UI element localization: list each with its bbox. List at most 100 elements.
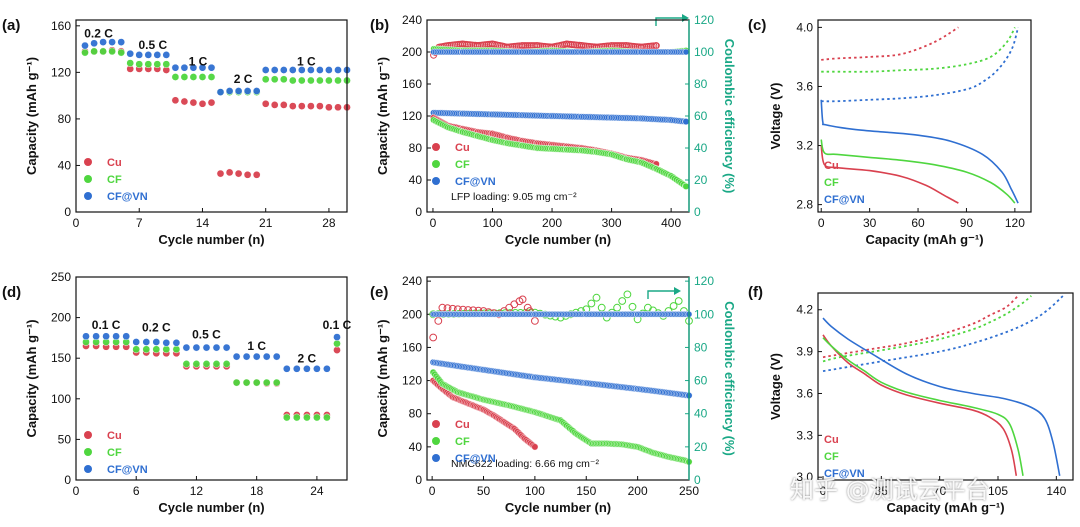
data-point-cf [325, 76, 333, 85]
y-tick-label: 3.3 [796, 428, 813, 442]
data-point-cf-vn [252, 352, 261, 361]
y-tick-label: 40 [409, 173, 423, 187]
data-point-cf [192, 360, 201, 368]
ce-arrow [655, 17, 682, 26]
data-point-cf-vn [112, 332, 120, 341]
data-point-cf-vn [242, 352, 251, 361]
y-tick-label: 200 [51, 311, 71, 325]
legend-marker [84, 192, 92, 200]
plot-area [429, 290, 693, 466]
data-point-cf [587, 299, 596, 308]
x-tick-label: 100 [482, 216, 502, 230]
y-tick-label: 0 [415, 205, 422, 219]
legend-marker [432, 454, 440, 462]
ce-arrow-head [682, 14, 689, 22]
y2-axis-title: Coulombic efficiency (%) [722, 39, 737, 194]
x-tick-label: 0 [818, 216, 825, 230]
data-point-cf [81, 48, 89, 57]
data-point-cf-vn [142, 338, 151, 346]
y-tick-label: 3.0 [796, 470, 813, 484]
data-point-cf [307, 76, 315, 85]
data-point-cf [272, 378, 281, 387]
curve-cu-dotted [821, 26, 959, 61]
y-tick-label: 3.6 [796, 79, 813, 93]
data-point-cf [303, 413, 311, 422]
data-point-cf-vn [262, 352, 271, 361]
rate-label: 2 C [298, 351, 317, 365]
x-tick-label: 21 [259, 216, 273, 230]
data-point-cf [292, 413, 301, 422]
rate-label: 2 C [234, 72, 253, 86]
data-point-cf-vn [126, 49, 135, 58]
curve-cf-solid [822, 337, 1024, 476]
data-point-cf-vn [303, 364, 311, 373]
curve-cu-solid [822, 334, 1018, 476]
data-point-cf-vn [333, 333, 341, 341]
x-tick-label: 0 [73, 216, 80, 230]
data-point-cf [172, 345, 181, 354]
data-point-cf-vn [234, 87, 243, 95]
data-point-cu [434, 317, 443, 325]
x-axis-title: Cycle number (n) [505, 500, 611, 515]
data-point-cf-vn [325, 66, 333, 74]
x-tick-label: 200 [628, 484, 648, 498]
panel-label: (d) [2, 284, 21, 301]
legend-label: CF [455, 436, 470, 448]
y-tick-label: 4.0 [796, 20, 813, 34]
data-point-cf-vn [207, 63, 216, 72]
curve-cf-vn-solid [820, 99, 1019, 204]
y-axis-title: Voltage (V) [768, 353, 783, 420]
chart-panel-f: (f) 0 35 70 105 140 3.0 3.3 3.6 3.9 4.2 Capacity (m… [748, 284, 1074, 515]
x-axis-title: Cycle number (n) [505, 232, 611, 247]
plot-area [430, 40, 690, 190]
data-point-cf [333, 339, 341, 348]
data-point-cu [297, 102, 306, 110]
data-point-cf [132, 345, 141, 354]
data-point-cu [171, 96, 180, 105]
y-tick-label: 4.2 [796, 303, 813, 317]
data-point-cf [171, 73, 180, 81]
plot-frame [817, 19, 1032, 213]
data-point-cf [142, 345, 151, 354]
legend-label: CF [107, 174, 122, 186]
y-tick-label: 40 [409, 440, 423, 454]
data-point-cf-vn [323, 364, 331, 373]
watermark: 知乎 @测试云平台 [790, 476, 990, 504]
legend-label: CF@VN [824, 468, 865, 480]
y2-tick-label: 20 [694, 440, 708, 454]
data-point-cf [669, 302, 678, 310]
data-point-cf-vn [288, 66, 297, 74]
data-point-cu [225, 168, 234, 177]
y-tick-label: 100 [51, 392, 71, 406]
legend-label: Cu [107, 157, 122, 169]
y-tick-label: 150 [51, 351, 71, 365]
data-point-cu [189, 98, 198, 107]
data-point-cf-vn [172, 338, 181, 347]
y2-tick-label: 80 [694, 77, 708, 91]
data-point-cf-vn [90, 39, 98, 48]
y-tick-label: 240 [402, 13, 422, 27]
data-point-cf [623, 290, 632, 299]
data-point-cu [333, 346, 341, 354]
data-point-cf [628, 302, 637, 311]
legend-label: CF@VN [455, 453, 496, 465]
data-point-cf [182, 360, 191, 368]
y2-tick-label: 60 [694, 374, 708, 388]
plot-area [820, 26, 1019, 204]
data-point-cf [288, 76, 297, 85]
data-point-cf [202, 360, 211, 368]
y-tick-label: 80 [409, 141, 423, 155]
data-point-cf-vn [192, 343, 201, 352]
y-tick-label: 2.8 [796, 198, 813, 212]
y-tick-label: 120 [402, 109, 422, 123]
rate-label: 0.5 C [192, 328, 221, 342]
x-tick-label: 18 [250, 484, 264, 498]
x-tick-label: 105 [988, 484, 1008, 498]
rate-label: 0.2 C [142, 320, 171, 334]
data-point-cu [207, 98, 216, 107]
data-point-cu [334, 103, 342, 112]
data-point-cf [279, 75, 288, 84]
curve-cf-vn-dotted [821, 27, 1019, 103]
data-point-cf [126, 59, 135, 67]
data-point-cf [152, 345, 161, 354]
